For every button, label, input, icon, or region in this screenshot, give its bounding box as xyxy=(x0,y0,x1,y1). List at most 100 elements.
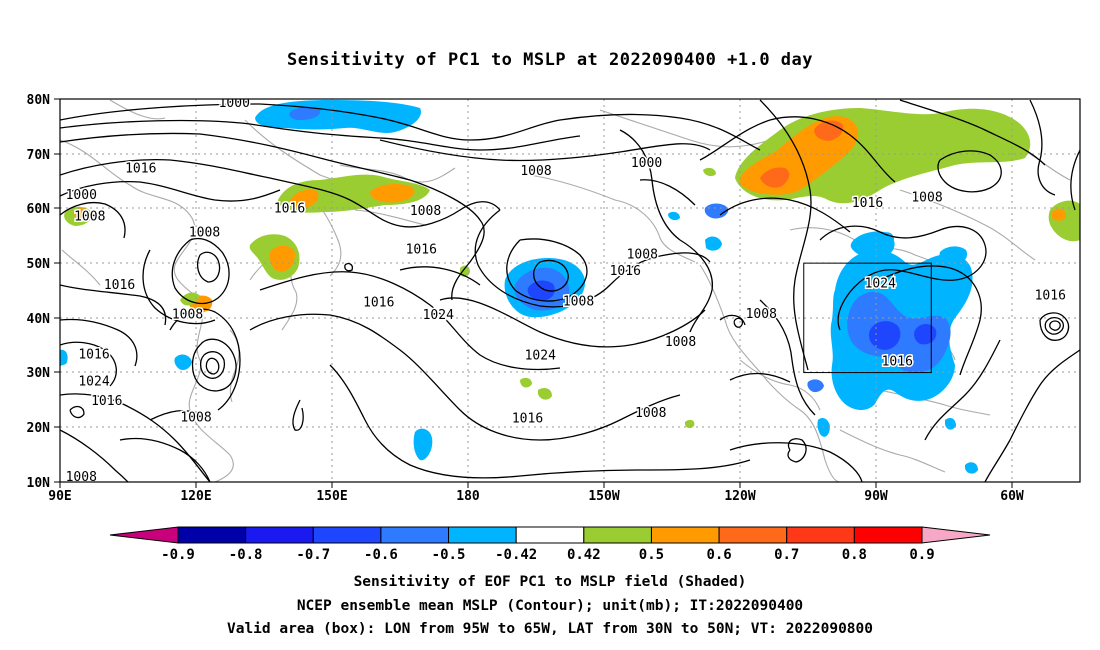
shade-pos-small-3o xyxy=(1052,208,1066,221)
colorbar-label: -0.5 xyxy=(432,547,466,563)
colorbar-label: -0.8 xyxy=(229,547,263,563)
colorbar-label: 0.8 xyxy=(842,547,867,563)
shade-neg-small-4 xyxy=(413,428,433,461)
shade-pos-hudson-dark xyxy=(760,167,790,188)
shade-neg-nf xyxy=(939,246,968,266)
contour-label: 1008 xyxy=(627,247,658,262)
contour-label: 1008 xyxy=(911,190,942,205)
footer-shading-caption: Sensitivity of EOF PC1 to MSLP field (Sh… xyxy=(353,574,747,590)
shade-neg-small-9 xyxy=(945,418,956,430)
contour-label: 1024 xyxy=(525,349,556,364)
contour-label: 1008 xyxy=(665,335,696,350)
shade-neg-small-11 xyxy=(880,232,894,244)
contour-label: 1000 xyxy=(66,188,97,203)
map-plot-area: 1000 1000 1000 1008 1008 1008 1008 1008 1008 1008… xyxy=(59,96,1081,485)
shade-pos-small-5 xyxy=(520,377,532,388)
contour-label: 1016 xyxy=(512,412,543,427)
shade-neg-eus-3 xyxy=(868,321,901,350)
colorbar: -0.9 -0.8 -0.7 -0.6 -0.5 -0.42 0.42 0.5 0.6 0.7 0.… xyxy=(109,526,991,563)
lon-label: 120E xyxy=(180,489,211,504)
contour-label: 1016 xyxy=(91,394,122,409)
lat-label: 80N xyxy=(27,93,51,108)
lat-label: 70N xyxy=(27,148,51,163)
contour-label: 1016 xyxy=(274,201,305,216)
colorbar-label: -0.6 xyxy=(364,547,398,563)
contour-label: 1008 xyxy=(635,406,666,421)
lon-label: 120W xyxy=(724,489,755,504)
contour-label: 1016 xyxy=(1035,288,1066,303)
colorbar-cell xyxy=(177,526,247,544)
contour-label: 1008 xyxy=(74,210,105,225)
shade-neg-small-3 xyxy=(668,211,680,221)
lat-label: 30N xyxy=(27,366,51,381)
lat-label: 60N xyxy=(27,202,51,217)
shade-pos-kamchatka-orange2 xyxy=(370,184,415,203)
colorbar-label: -0.42 xyxy=(495,547,537,563)
contour-label: 1008 xyxy=(180,410,211,425)
contour-label: 1016 xyxy=(406,242,437,257)
contour-label: 1016 xyxy=(363,296,394,311)
lon-label: 60W xyxy=(1000,489,1024,504)
shade-pos-japan-orange xyxy=(269,245,296,272)
shade-neg-siberia-2 xyxy=(289,107,321,120)
footer-contour-caption: NCEP ensemble mean MSLP (Contour); unit(… xyxy=(296,598,804,614)
lon-label: 90E xyxy=(48,489,71,504)
shade-neg-small-2 xyxy=(705,236,722,251)
lat-lon-grid xyxy=(60,99,1080,482)
contour-label: 1016 xyxy=(882,355,913,370)
lat-label: 10N xyxy=(27,476,51,491)
shade-pos-small-2o xyxy=(73,208,90,219)
lat-label: 20N xyxy=(27,421,51,436)
contour-label: 1008 xyxy=(520,164,551,179)
lon-label: 90W xyxy=(864,489,888,504)
shade-pos-kamchatka-orange xyxy=(289,189,319,208)
map-frame xyxy=(59,98,1081,483)
contour-label: 1000 xyxy=(631,156,662,171)
contour-labels: 1000 1000 1000 1008 1008 1008 1008 1008 1008 1008… xyxy=(64,96,1067,485)
contour-label: 1016 xyxy=(104,278,135,293)
shade-neg-small-5 xyxy=(174,354,192,370)
colorbar-label: -0.7 xyxy=(296,547,330,563)
valid-area-box xyxy=(803,262,932,374)
longitude-axis: 90E 120E 150E 180 150W 120W 90W 60W xyxy=(48,489,1024,504)
contour-label: 1016 xyxy=(125,161,156,176)
shade-neg-small-7 xyxy=(807,379,824,393)
footer-valid-area-caption: Valid area (box): LON from 95W to 65W, L… xyxy=(226,621,873,637)
shade-pos-small-8 xyxy=(684,419,695,429)
shade-pos-small-7 xyxy=(703,167,716,177)
lon-label: 150E xyxy=(316,489,347,504)
shading-negative xyxy=(60,100,978,474)
colorbar-label: 0.42 xyxy=(567,547,601,563)
lat-label: 40N xyxy=(27,312,51,327)
contour-label: 1008 xyxy=(563,294,594,309)
contour-label: 1008 xyxy=(189,226,220,241)
contour-label: 1016 xyxy=(852,196,883,211)
shade-neg-small-6 xyxy=(60,349,68,366)
lon-label: 180 xyxy=(456,489,480,504)
shade-pos-small-6 xyxy=(538,388,552,400)
colorbar-cell xyxy=(515,526,585,544)
isobar-contours xyxy=(60,99,1080,482)
colorbar-cell xyxy=(718,526,788,544)
colorbar-label: -0.9 xyxy=(161,547,195,563)
lat-label: 50N xyxy=(27,257,51,272)
contour-label: 1016 xyxy=(610,264,641,279)
contour-label: 1000 xyxy=(219,96,250,111)
shade-pos-small-1g xyxy=(180,292,200,306)
contour-label: 1008 xyxy=(410,204,441,219)
colorbar-cell xyxy=(650,526,720,544)
shade-neg-small-1 xyxy=(704,203,729,219)
latitude-axis: 80N 70N 60N 50N 40N 30N 20N 10N xyxy=(27,93,51,491)
colorbar-cell xyxy=(448,526,517,544)
contour-label: 1008 xyxy=(66,470,97,485)
colorbar-label: 0.9 xyxy=(909,547,934,563)
shade-neg-eus-4 xyxy=(914,324,937,345)
colorbar-cell xyxy=(312,526,382,544)
contour-label: 1024 xyxy=(78,374,109,389)
axis-ticks xyxy=(54,98,1013,488)
lon-label: 150W xyxy=(588,489,619,504)
contour-label: 1008 xyxy=(172,308,203,323)
contour-label: 1008 xyxy=(746,307,777,322)
colorbar-cell xyxy=(245,526,314,544)
